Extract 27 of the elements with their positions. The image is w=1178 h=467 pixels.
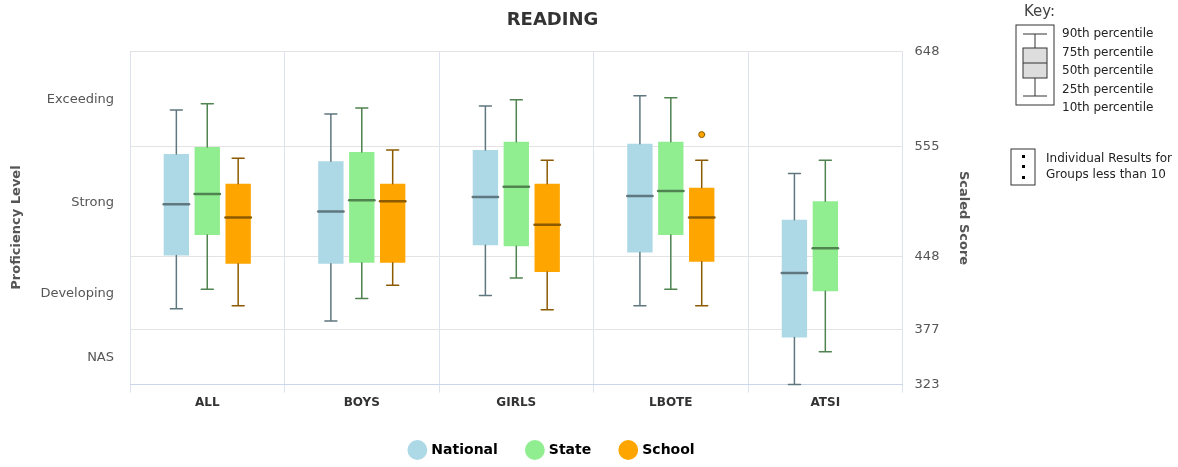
legend-label: National — [431, 440, 498, 457]
y-tick-label: 377 — [914, 320, 940, 336]
text: 50th percentile — [1062, 63, 1154, 77]
legend-label: School — [642, 440, 695, 457]
y-tick-label: 555 — [914, 138, 940, 154]
text: NAS — [87, 348, 114, 364]
text: Strong — [71, 193, 114, 209]
legend-label: State — [548, 440, 592, 457]
x-tick-label: GIRLS — [496, 394, 537, 409]
x-tick-label: ALL — [194, 394, 220, 409]
text: 25th percentile — [1062, 81, 1154, 96]
x-tick-label: ATSI — [810, 394, 841, 409]
x-tick-label: BOYS — [343, 394, 380, 409]
y-tick-label: 448 — [914, 247, 940, 263]
text: Individual Results for Groups less than 10 — [1046, 150, 1173, 182]
chart-title: READING — [506, 8, 599, 30]
text: 10th percentile — [1062, 100, 1154, 114]
text: Proficiency Level — [7, 164, 23, 292]
text: Exceeding — [46, 91, 114, 107]
x-tick-label: LBOTE — [649, 394, 693, 409]
text: Developing — [40, 284, 114, 300]
text: 90th percentile — [1062, 26, 1154, 40]
y-tick-label: 648 — [914, 42, 940, 58]
y-tick-label: 323 — [914, 375, 940, 391]
y-axis-title: Scaled Score — [956, 171, 972, 266]
text: Key: — [1024, 2, 1057, 20]
text: 75th percentile — [1062, 44, 1154, 59]
